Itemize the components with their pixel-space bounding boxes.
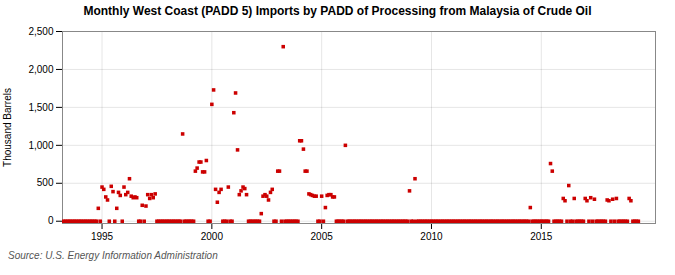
svg-text:2,000: 2,000 (28, 64, 53, 75)
html-text:Source: U.S. Energy Informatio: Source: U.S. Energy Information Administ… (8, 250, 218, 261)
svg-text:1995: 1995 (91, 231, 114, 242)
svg-text:2,500: 2,500 (28, 26, 53, 37)
svg-text:2015: 2015 (530, 231, 553, 242)
svg-text:500: 500 (37, 177, 54, 188)
svg-text:2005: 2005 (311, 231, 334, 242)
svg-text:0: 0 (48, 215, 54, 226)
svg-text:2010: 2010 (420, 231, 443, 242)
svg-text:1,500: 1,500 (28, 102, 53, 113)
svg-text:1,000: 1,000 (28, 140, 53, 151)
html-text:Monthly West Coast (PADD 5) Im: Monthly West Coast (PADD 5) Imports by P… (83, 4, 592, 18)
svg-text:2000: 2000 (201, 231, 224, 242)
svg-text:Thousand Barrels: Thousand Barrels (2, 88, 13, 167)
